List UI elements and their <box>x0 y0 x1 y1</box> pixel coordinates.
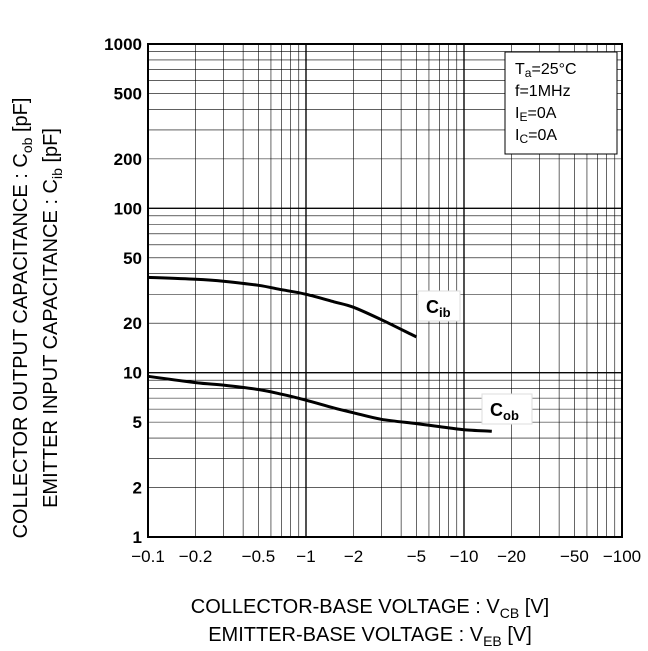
x-tick-label: −10 <box>450 547 479 566</box>
y-axis-title-line2: EMITTER INPUT CAPACITANCE : Cib [pF] <box>40 128 65 508</box>
y-tick-label: 1000 <box>104 35 142 54</box>
curve-labels: Cib Cob <box>417 290 533 425</box>
conditions-legend: Ta=25°C f=1MHz IE=0A IC=0A <box>504 51 618 155</box>
plot-frame <box>147 43 623 538</box>
x-tick-label: −20 <box>497 547 526 566</box>
y-axis-title-line1: COLLECTOR OUTPUT CAPACITANCE : Cob [pF] <box>10 98 35 539</box>
y-tick-label: 1 <box>133 528 142 547</box>
x-tick-label: −5 <box>407 547 426 566</box>
x-tick-label: −0.1 <box>131 547 165 566</box>
x-tick-label: −50 <box>560 547 589 566</box>
curve-label-cib: Cib <box>417 290 461 322</box>
y-tick-label: 20 <box>123 314 142 333</box>
y-tick-label: 5 <box>133 413 142 432</box>
y-tick-label: 2 <box>133 479 142 498</box>
x-axis-title-line2: EMITTER-BASE VOLTAGE : VEB [V] <box>208 624 532 649</box>
series-line-cob <box>147 374 492 433</box>
x-tick-label: −1 <box>296 547 315 566</box>
x-tick-label: −0.2 <box>179 547 213 566</box>
x-tick-label: −2 <box>344 547 363 566</box>
y-tick-label: 10 <box>123 364 142 383</box>
condition-line: IC=0A <box>515 127 557 146</box>
y-tick-label: 100 <box>114 199 142 218</box>
condition-line: Ta=25°C <box>515 61 577 80</box>
x-tick-label: −100 <box>603 547 641 566</box>
curve-label-cob: Cob <box>481 393 533 425</box>
svg-text:Cib: Cib <box>426 297 451 320</box>
x-axis-title-line1: COLLECTOR-BASE VOLTAGE : VCB [V] <box>191 596 549 621</box>
y-tick-label: 200 <box>114 150 142 169</box>
condition-line: IE=0A <box>515 105 557 124</box>
x-tick-labels: −0.1 −0.2 −0.5 −1 −2 −5 −10 −20 −50 −100 <box>131 547 641 566</box>
series-curves <box>147 275 492 433</box>
y-tick-labels: 1 2 5 10 20 50 100 200 500 1000 <box>104 35 142 547</box>
y-tick-label: 500 <box>114 84 142 103</box>
svg-text:Cob: Cob <box>490 400 519 423</box>
y-tick-label: 50 <box>123 249 142 268</box>
conditions-box <box>504 51 618 155</box>
series-line-cib <box>147 275 418 339</box>
condition-line: f=1MHz <box>515 83 571 100</box>
x-tick-label: −0.5 <box>242 547 276 566</box>
